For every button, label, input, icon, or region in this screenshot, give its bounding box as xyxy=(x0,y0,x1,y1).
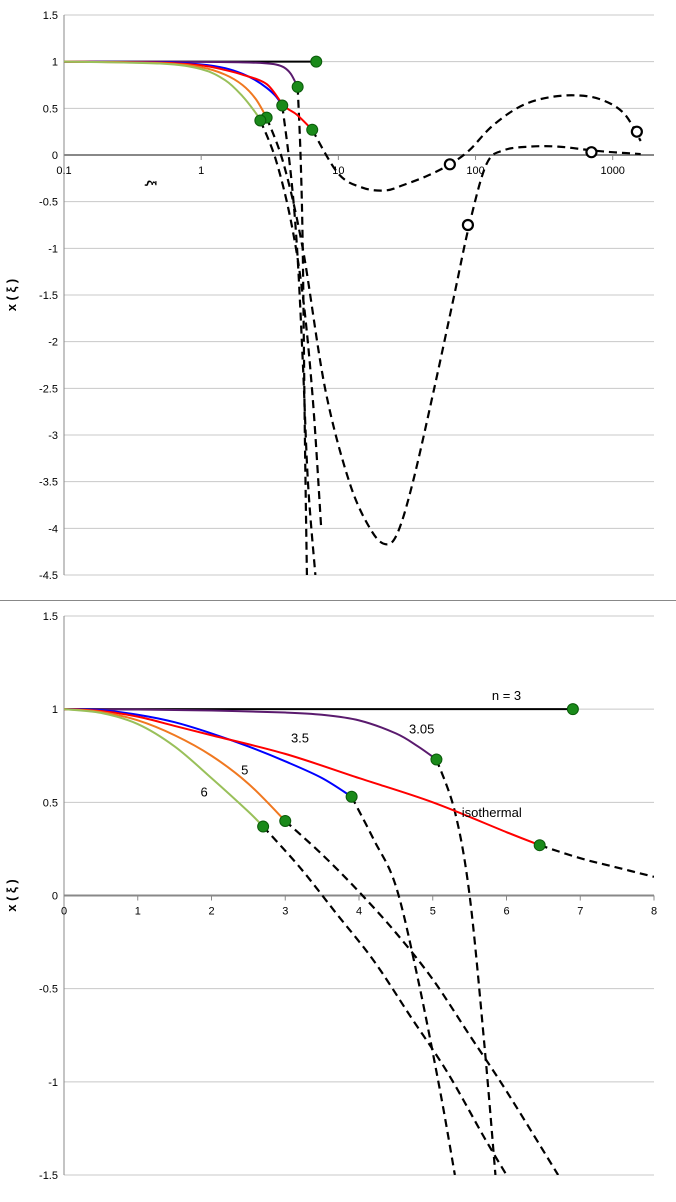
bottom-chart-panel: 1.510.50-0.5-1-1.5012345678ξx ( ξ )n = 3… xyxy=(0,601,676,1202)
series-isothermal-continuation xyxy=(311,94,642,192)
series-3-5 xyxy=(64,708,353,798)
series-annotation: isothermal xyxy=(462,805,522,820)
series-annotation: n = 3 xyxy=(492,688,521,703)
series-3-5 xyxy=(64,60,284,107)
y-tick-label: -2 xyxy=(48,337,58,349)
x-axis-label: ξ xyxy=(144,180,159,186)
endpoint-marker xyxy=(310,55,323,68)
y-tick-label: -3 xyxy=(48,430,58,442)
y-tick-label: 1 xyxy=(52,57,58,69)
endpoint-marker xyxy=(306,123,319,136)
x-tick-label: 0 xyxy=(61,906,67,918)
y-tick-label: -4 xyxy=(48,523,58,535)
open-marker xyxy=(630,125,643,138)
y-tick-label: -1 xyxy=(48,1077,58,1089)
series-isothermal xyxy=(64,708,541,847)
x-tick-label: 1 xyxy=(135,906,141,918)
x-tick-label: 5 xyxy=(430,906,436,918)
linear-scale-chart: 1.510.50-0.5-1-1.5012345678ξx ( ξ )n = 3… xyxy=(4,611,657,1182)
x-tick-label: 4 xyxy=(356,906,362,918)
x-tick-label: 1000 xyxy=(600,165,624,177)
series-annotation: 5 xyxy=(241,762,248,777)
series-annotation: 3.5 xyxy=(291,731,309,746)
series-6 xyxy=(64,60,262,121)
endpoint-marker xyxy=(533,839,546,852)
panel-divider xyxy=(0,600,676,601)
x-tick-label: 1 xyxy=(198,165,204,177)
series-3-05 xyxy=(64,708,438,761)
y-tick-label: -0.5 xyxy=(39,984,58,996)
endpoint-marker xyxy=(254,114,267,127)
series-6-continuation xyxy=(259,120,323,529)
series-3-05-continuation xyxy=(435,759,497,1175)
y-tick-label: 1.5 xyxy=(43,10,58,22)
open-marker xyxy=(585,146,598,159)
y-axis-label: x ( ξ ) xyxy=(4,879,19,912)
series-isothermal-continuation xyxy=(539,844,654,878)
endpoint-marker xyxy=(345,790,358,803)
y-tick-label: -1.5 xyxy=(39,290,58,302)
endpoint-marker xyxy=(291,80,304,93)
y-tick-label: 0.5 xyxy=(43,103,58,115)
series-annotation: 6 xyxy=(201,785,208,800)
plot-area xyxy=(64,708,654,1175)
open-marker xyxy=(443,158,456,171)
y-tick-label: -4.5 xyxy=(39,570,58,582)
plot-area xyxy=(64,60,642,575)
series-5-continuation xyxy=(284,820,560,1175)
y-tick-label: -2.5 xyxy=(39,383,58,395)
series-5-continuation xyxy=(265,117,641,546)
y-tick-label: 0 xyxy=(52,150,58,162)
y-tick-label: -1 xyxy=(48,243,58,255)
series-3-5-continuation xyxy=(281,105,317,575)
x-tick-label: 8 xyxy=(651,906,657,918)
y-axis-label: x ( ξ ) xyxy=(4,279,19,312)
series-3-05-continuation xyxy=(296,86,309,575)
series-6 xyxy=(64,708,264,828)
x-tick-label: 100 xyxy=(466,165,484,177)
y-tick-label: 1.5 xyxy=(43,611,58,623)
open-marker xyxy=(461,218,475,232)
series-3-05 xyxy=(64,60,299,88)
x-tick-label: 7 xyxy=(577,906,583,918)
y-tick-label: 1 xyxy=(52,704,58,716)
endpoint-marker xyxy=(566,703,579,716)
series-annotation: 3.05 xyxy=(409,721,434,736)
y-tick-label: -1.5 xyxy=(39,1170,58,1182)
endpoint-marker xyxy=(279,814,292,827)
log-scale-chart: 1.5 1 0.5 0 -0.5 -1 -1.5 -2 -2.5 -3 -3.5 -4 -4.5 0.1 1… xyxy=(4,10,654,582)
y-tick-label: 0.5 xyxy=(43,797,58,809)
endpoint-marker xyxy=(276,99,289,112)
x-tick-label: 0.1 xyxy=(56,165,71,177)
x-tick-label: 6 xyxy=(503,906,509,918)
endpoint-marker xyxy=(430,753,443,766)
y-tick-label: 0 xyxy=(52,891,58,903)
top-chart-panel: 1.5 1 0.5 0 -0.5 -1 -1.5 -2 -2.5 -3 -3.5 -4 -4.5 0.1 1… xyxy=(0,0,676,600)
series-3-5-continuation xyxy=(350,796,456,1175)
endpoint-marker xyxy=(257,820,270,833)
x-tick-label: 3 xyxy=(282,906,288,918)
y-tick-label: -0.5 xyxy=(39,197,58,209)
series-6-continuation xyxy=(262,825,508,1175)
x-tick-label: 2 xyxy=(208,906,214,918)
y-tick-label: -3.5 xyxy=(39,477,58,489)
